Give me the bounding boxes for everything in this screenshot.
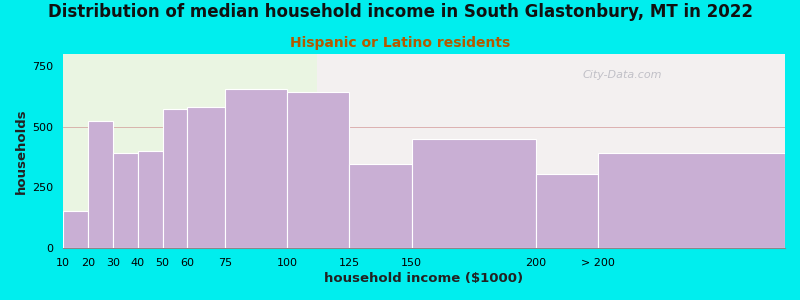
Bar xyxy=(187,107,225,248)
Bar xyxy=(317,54,785,248)
Bar xyxy=(598,154,785,248)
Bar xyxy=(350,164,411,248)
Bar xyxy=(88,121,113,248)
Bar xyxy=(287,92,350,248)
Text: Hispanic or Latino residents: Hispanic or Latino residents xyxy=(290,36,510,50)
Bar xyxy=(113,154,138,248)
Bar xyxy=(63,54,317,248)
Y-axis label: households: households xyxy=(15,108,28,194)
X-axis label: household income ($1000): household income ($1000) xyxy=(325,272,523,285)
Text: City-Data.com: City-Data.com xyxy=(583,70,662,80)
Bar xyxy=(138,151,162,248)
Bar xyxy=(225,89,287,248)
Bar xyxy=(162,109,187,248)
Text: Distribution of median household income in South Glastonbury, MT in 2022: Distribution of median household income … xyxy=(47,3,753,21)
Bar xyxy=(63,211,88,248)
Bar xyxy=(411,139,536,248)
Bar xyxy=(536,174,598,248)
